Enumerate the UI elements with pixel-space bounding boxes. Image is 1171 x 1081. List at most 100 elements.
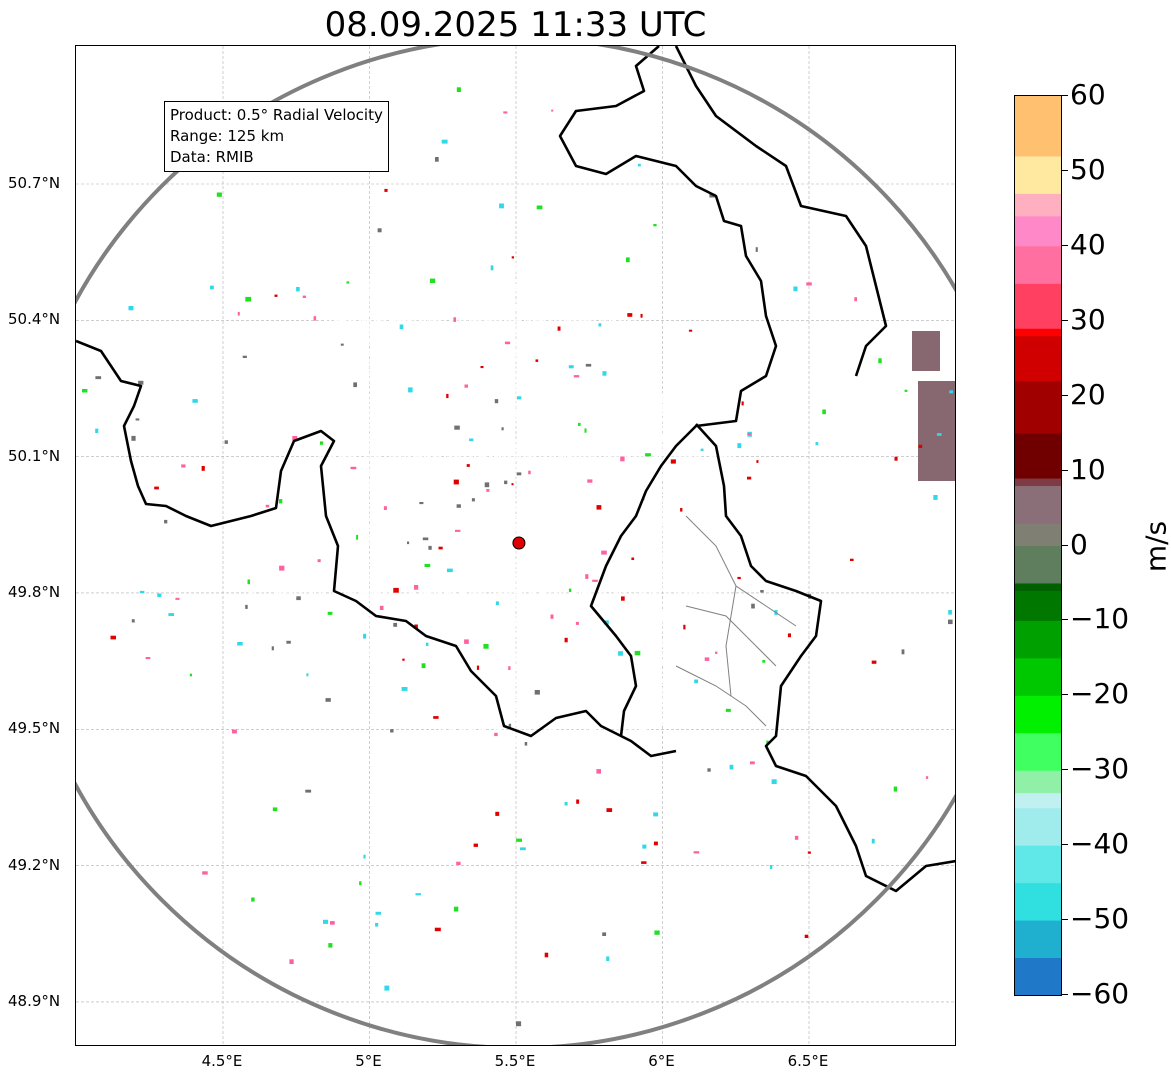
clutter-pixel: [154, 486, 159, 490]
clutter-pixel: [328, 943, 333, 948]
clutter-pixel: [511, 256, 514, 259]
clutter-pixel: [456, 87, 461, 92]
admin-line: [725, 585, 737, 697]
clutter-pixel: [313, 316, 317, 321]
clutter-pixel: [534, 690, 540, 695]
country-borders: [76, 46, 955, 893]
colorbar-segment: [1015, 807, 1061, 846]
clutter-pixel: [402, 658, 405, 661]
lon-label: 5.5°E: [494, 1052, 536, 1070]
lat-label: 50.4°N: [8, 310, 61, 329]
clutter-pixel: [181, 464, 186, 468]
lon-label: 4.5°E: [201, 1052, 243, 1070]
clutter-pixel: [640, 313, 643, 318]
clutter-pixel: [620, 456, 625, 462]
clutter-pixel: [517, 396, 522, 400]
clutter-pixel: [135, 418, 140, 421]
info-box: Product: 0.5° Radial Velocity Range: 125…: [164, 101, 389, 172]
clutter-pixel: [289, 959, 294, 964]
clutter-pixel: [578, 422, 581, 426]
clutter-pixel: [948, 610, 952, 615]
clutter-pixel: [363, 854, 366, 859]
clutter-pixel: [794, 835, 799, 840]
clutter-pixel: [654, 930, 660, 935]
clutter-pixel: [278, 499, 283, 504]
clutter-pixel: [936, 433, 942, 436]
clutter-pixel: [157, 593, 162, 597]
clutter-pixel: [216, 192, 222, 197]
colorbar-tick: [1062, 694, 1068, 696]
lon-label: 6°E: [648, 1052, 675, 1070]
clutter-pixel: [585, 363, 592, 367]
clutter-pixel: [95, 428, 99, 433]
clutter-pixel: [508, 666, 511, 670]
clutter-pixel: [495, 601, 499, 605]
clutter-pixel: [330, 921, 335, 925]
lat-label: 49.2°N: [8, 855, 61, 874]
clutter-pixel: [564, 802, 568, 806]
clutter-pixel: [453, 906, 459, 912]
clutter-pixel: [747, 476, 752, 480]
colorbar-segment: [1015, 590, 1061, 621]
clutter-pixel: [878, 358, 882, 364]
colorbar-tick: [1062, 919, 1068, 921]
colorbar-tick: [1062, 319, 1068, 321]
clutter-pixel: [602, 371, 607, 376]
clutter-pixel: [274, 294, 278, 297]
clutter-pixel: [305, 789, 312, 793]
clutter-pixel: [584, 428, 587, 433]
clutter-pixel: [164, 519, 168, 524]
clutter-pixel: [377, 228, 382, 233]
clutter-pixel: [471, 498, 475, 502]
clutter-pixel: [787, 633, 791, 638]
clutter-pixel: [484, 482, 490, 488]
clutter-pixel: [949, 390, 953, 394]
clutter-pixel: [383, 506, 387, 510]
clutter-pixel: [694, 679, 699, 684]
clutter-pixel: [242, 355, 247, 358]
clutter-pixel: [933, 495, 938, 500]
clutter-pixel: [653, 224, 657, 227]
colorbar-label: −40: [1070, 827, 1130, 861]
colorbar-label: −10: [1070, 602, 1130, 636]
clutter-pixel: [175, 597, 180, 600]
clutter-pixel: [634, 650, 641, 656]
clutter-pixel: [302, 295, 306, 298]
clutter-pixel: [486, 489, 490, 492]
admin-line: [685, 605, 777, 667]
colorbar-segment: [1015, 380, 1061, 434]
clutter-pixel: [771, 779, 777, 784]
clutter-pixel: [494, 399, 499, 404]
clutter-pixel: [323, 919, 329, 924]
colorbar-segment: [1015, 485, 1061, 524]
clutter-pixel: [516, 1021, 522, 1027]
clutter-pixel: [414, 624, 418, 629]
clutter-pixel: [756, 460, 759, 463]
clutter-pixel: [807, 851, 811, 854]
clutter-pixel: [350, 466, 357, 470]
clutter-pixel: [317, 559, 321, 563]
clutter-pixel: [871, 660, 877, 664]
clutter-pixel: [210, 285, 214, 290]
clutter-pixel: [425, 642, 429, 646]
colorbar-segment: [1015, 523, 1061, 546]
info-product: Product: 0.5° Radial Velocity: [170, 106, 383, 124]
clutter-pixel: [272, 807, 278, 812]
lon-label: 5°E: [355, 1052, 382, 1070]
clutter-pixel: [504, 480, 508, 485]
clutter-pixel: [128, 306, 134, 311]
colorbar-tick: [1062, 394, 1068, 396]
clutter-pixel: [535, 359, 539, 362]
clutter-pixel: [519, 847, 526, 851]
colorbar-tick: [1062, 169, 1068, 171]
clutter-pixel: [725, 708, 731, 712]
clutter-pixel: [138, 380, 144, 385]
clutter-pixel: [598, 323, 602, 327]
clutter-pixel: [340, 343, 344, 346]
clutter-pixel: [447, 568, 453, 573]
clutter-pixel: [511, 483, 514, 486]
colorbar-segment: [1015, 335, 1061, 382]
clutter-pixel: [441, 139, 448, 144]
clutter-pixel: [201, 466, 205, 471]
clutter-pixel: [815, 442, 819, 446]
